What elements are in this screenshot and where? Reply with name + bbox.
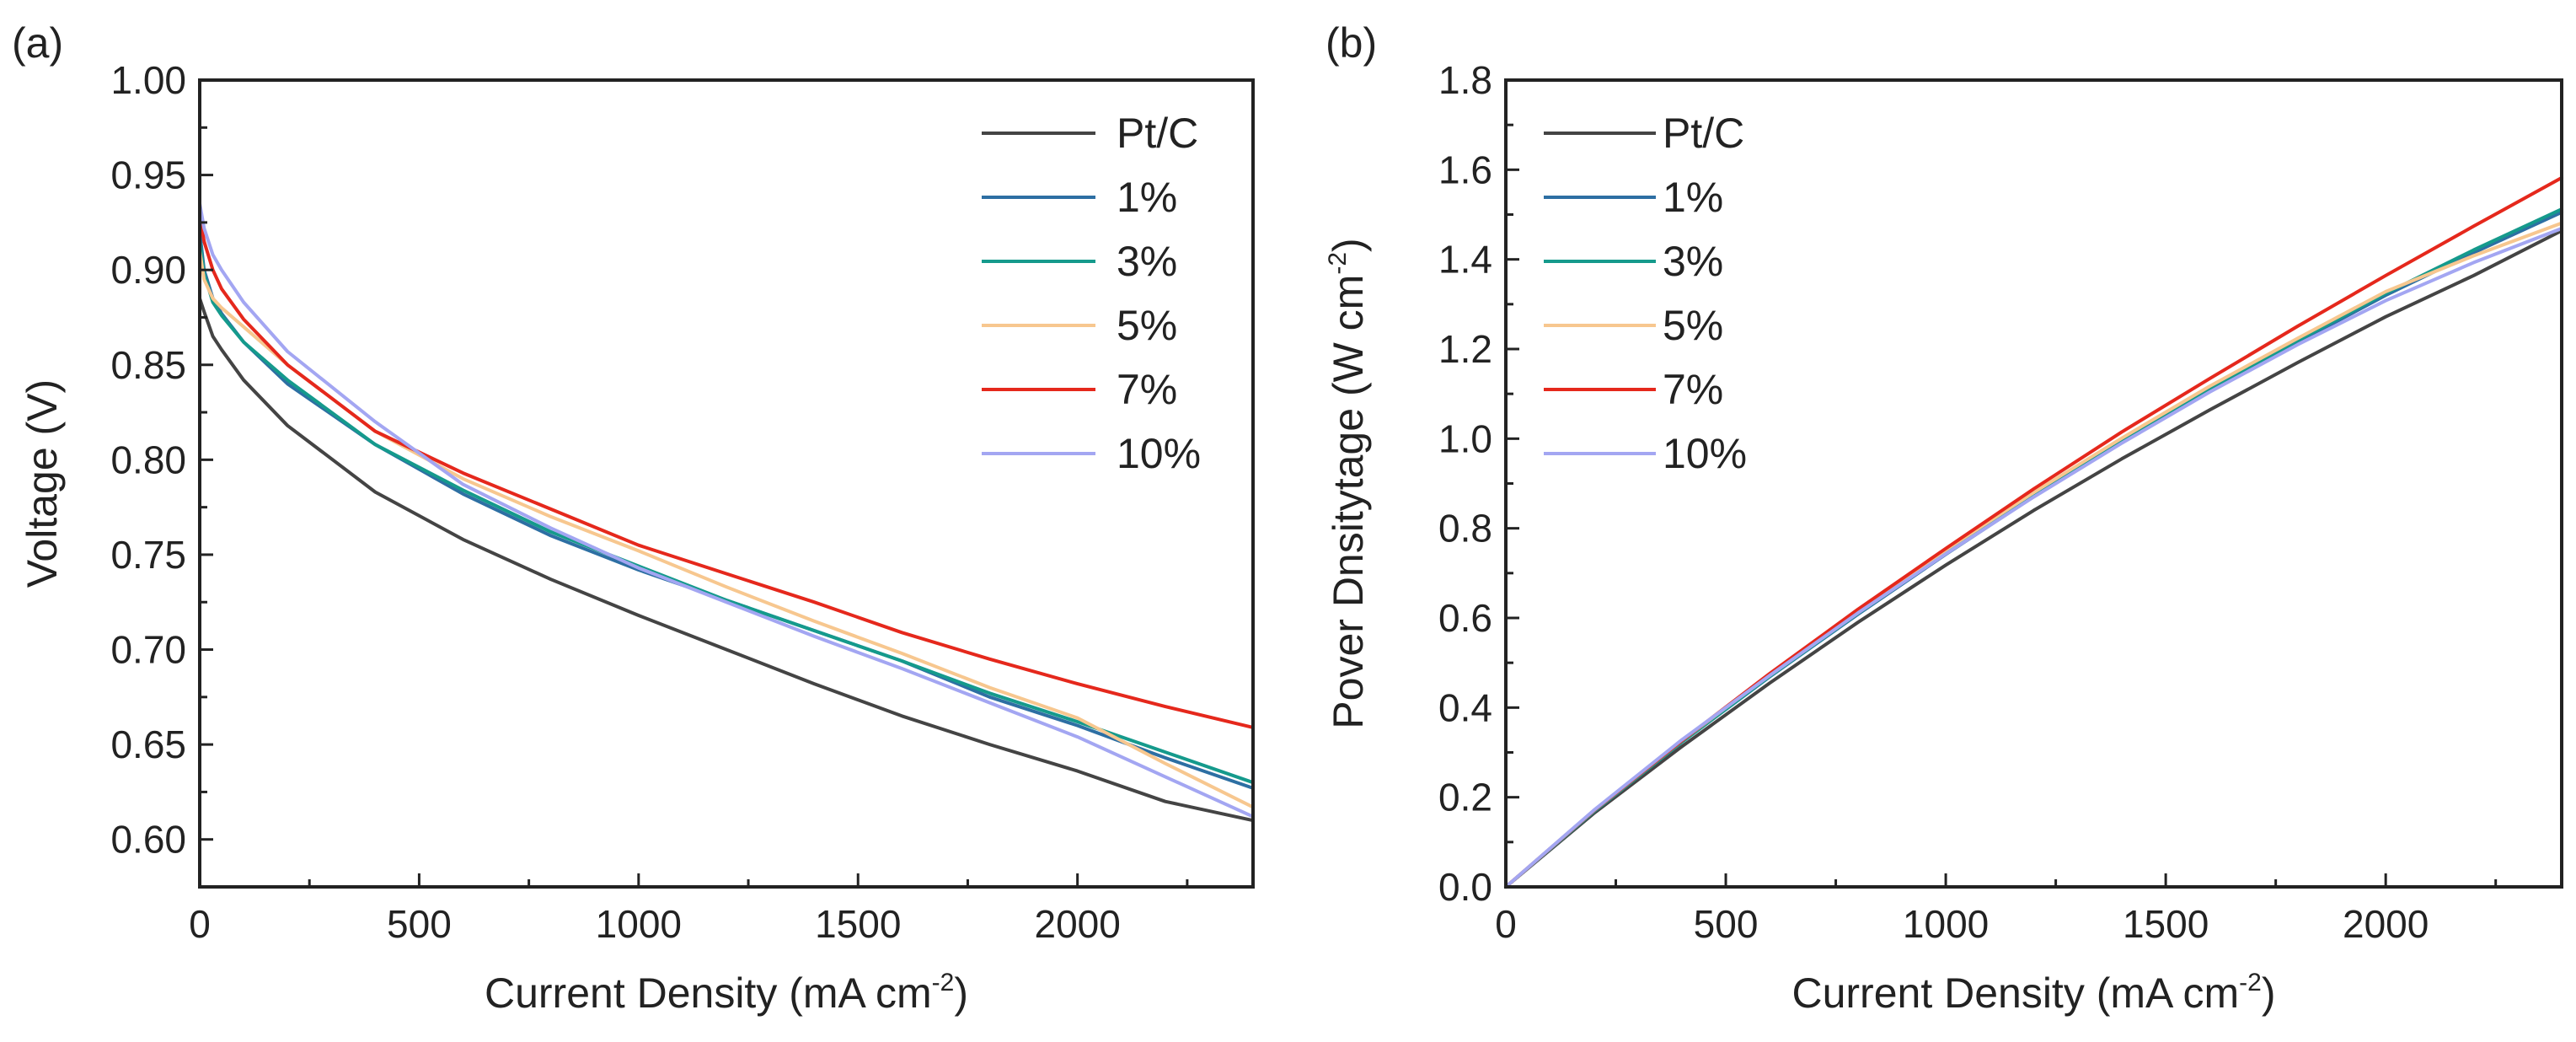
series-line-10 xyxy=(198,201,1255,819)
y-tick-label: 0.80 xyxy=(110,438,186,481)
y-tick-label: 0.65 xyxy=(110,722,186,766)
x-tick-label: 0 xyxy=(189,902,211,946)
chart-b: (b) 0 500 1000 1500 2000 0.0 0.2 0.4 0.6 0.8 1.0 1.2… xyxy=(1324,19,2563,1017)
legend-label: 7% xyxy=(1663,366,1723,413)
plot-area xyxy=(1504,175,2563,889)
x-tick-label: 1000 xyxy=(1903,902,1989,946)
x-tick-label: 1500 xyxy=(2123,902,2209,946)
x-tick-label: 2000 xyxy=(2343,902,2429,946)
panel-label: (a) xyxy=(12,19,63,67)
x-tick-label: 500 xyxy=(387,902,452,946)
y-tick-label: 0.85 xyxy=(110,343,186,387)
legend-label: 10% xyxy=(1663,430,1747,477)
y-tick-label: 1.2 xyxy=(1438,327,1492,371)
legend-label: 10% xyxy=(1117,430,1201,477)
y-axis-title: Pover Dnsitytage (W cm-2) xyxy=(1324,238,1372,728)
series-line-5 xyxy=(198,249,1255,809)
y-tick-label: 0.70 xyxy=(110,628,186,672)
legend-label: Pt/C xyxy=(1117,110,1198,157)
x-axis-title: Current Density (mA cm-2) xyxy=(485,969,968,1017)
y-axis-title: Voltage (V) xyxy=(19,379,66,588)
y-tick-label: 0.0 xyxy=(1438,865,1492,909)
series-line-ptc xyxy=(198,297,1255,823)
x-tick-label: 500 xyxy=(1694,902,1759,946)
y-tick-label: 1.8 xyxy=(1438,58,1492,102)
legend-label: 5% xyxy=(1663,302,1723,349)
y-tick-label: 0.60 xyxy=(110,818,186,862)
legend-label: 1% xyxy=(1117,174,1177,221)
legend-label: Pt/C xyxy=(1663,110,1744,157)
legend: Pt/C 1% 3% 5% 7% 10% xyxy=(1544,110,1747,477)
legend-label: 3% xyxy=(1117,238,1177,285)
plot-frame xyxy=(198,78,1255,889)
y-tick-label: 0.8 xyxy=(1438,507,1492,551)
y-tick-label: 0.75 xyxy=(110,533,186,577)
y-tick-label: 1.0 xyxy=(1438,416,1492,460)
x-tick-label: 2000 xyxy=(1034,902,1120,946)
x-tick-label: 1500 xyxy=(815,902,901,946)
y-tick-label: 0.95 xyxy=(110,153,186,197)
panel-label: (b) xyxy=(1325,19,1377,67)
series-line-ptc xyxy=(1504,228,2563,889)
chart-a: (a) 0 500 1000 1500 2000 0.60 0.65 0.70 0.75 0.80 0… xyxy=(12,19,1255,1017)
legend-label: 5% xyxy=(1117,302,1177,349)
y-tick-label: 1.4 xyxy=(1438,238,1492,282)
y-tick-label: 1.6 xyxy=(1438,148,1492,191)
y-tick-label: 0.4 xyxy=(1438,685,1492,729)
x-axis-title: Current Density (mA cm-2) xyxy=(1791,969,2275,1017)
plot-area xyxy=(198,201,1255,823)
x-tick-label: 1000 xyxy=(596,902,682,946)
legend-label: 3% xyxy=(1663,238,1723,285)
y-tick-label: 0.90 xyxy=(110,248,186,292)
y-tick-label: 0.2 xyxy=(1438,776,1492,819)
legend-label: 7% xyxy=(1117,366,1177,413)
y-tick-label: 0.6 xyxy=(1438,596,1492,640)
series-line-7 xyxy=(198,211,1255,729)
y-tick-label: 1.00 xyxy=(110,58,186,102)
legend: Pt/C 1% 3% 5% 7% 10% xyxy=(982,110,1201,477)
series-line-10 xyxy=(1504,227,2563,889)
legend-label: 1% xyxy=(1663,174,1723,221)
series-line-3 xyxy=(198,239,1255,785)
x-tick-label: 0 xyxy=(1495,902,1517,946)
